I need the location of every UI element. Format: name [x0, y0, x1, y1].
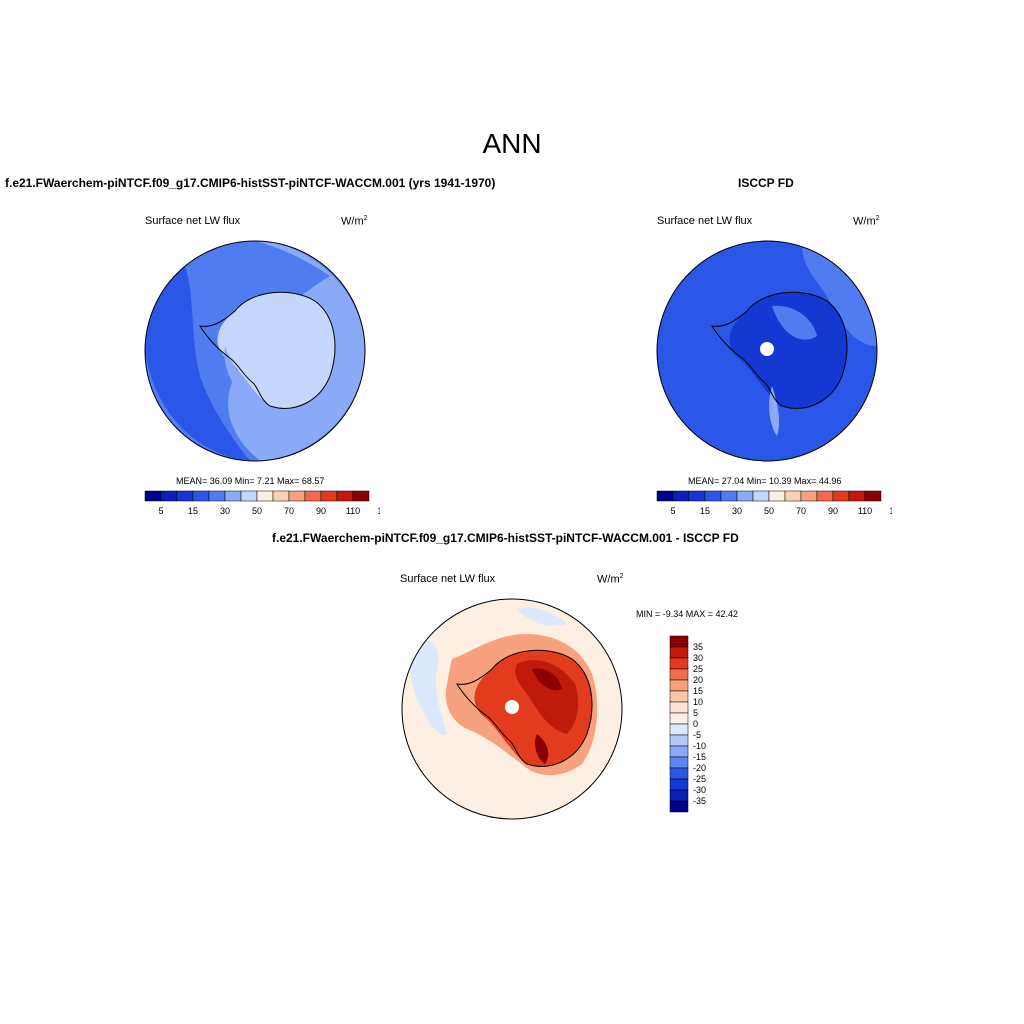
panel1-units: W/m2 [341, 215, 368, 228]
panel3-colorbar-swatch [669, 745, 689, 758]
panel2-colorbar-swatch [688, 490, 706, 502]
panel2-colorbar-swatch [656, 490, 674, 502]
panel2-colorbar-swatch [864, 490, 882, 502]
panel2-colorbar-swatch [832, 490, 850, 502]
panel3-colorbar-swatch [669, 756, 689, 769]
panel3-stats: MIN = -9.34 MAX = 42.42 [636, 609, 739, 619]
panel1-colorbar-swatch [192, 490, 210, 502]
panel3-colorbar-label: -15 [693, 752, 706, 762]
panel1-colorbar-label: 5 [158, 506, 163, 516]
panel1-colorbar-swatch [272, 490, 290, 502]
panel3-colorbar-swatch [669, 701, 689, 714]
panel2-colorbar-swatch [736, 490, 754, 502]
panel2-colorbar-swatch [768, 490, 786, 502]
panel1-colorbar-swatch [256, 490, 274, 502]
panel3-colorbar-label: 35 [693, 642, 703, 652]
panel3-colorbar-label: 15 [693, 686, 703, 696]
panel3-colorbar-swatch [669, 712, 689, 725]
panel1-colorbar-swatch [224, 490, 242, 502]
panel1-colorbar: 5 15 30 50 70 90 110 130 [144, 490, 380, 516]
panel3-colorbar-label: 30 [693, 653, 703, 663]
panel3-colorbar-swatch [669, 723, 689, 736]
panel3-colorbar-label: -10 [693, 741, 706, 751]
panel2-colorbar: 5 15 30 50 70 90 110 130 [656, 490, 892, 516]
panel1-colorbar-label: 90 [316, 506, 326, 516]
panel3-colorbar-swatch [669, 778, 689, 791]
panel2-colorbar-label: 30 [732, 506, 742, 516]
panel3-colorbar-label: -30 [693, 785, 706, 795]
panel2-colorbar-swatch [704, 490, 722, 502]
panel3-colorbar-label: 20 [693, 675, 703, 685]
panel2-colorbar-label: 90 [828, 506, 838, 516]
panel1-colorbar-label: 50 [252, 506, 262, 516]
panel2-colorbar-swatch [784, 490, 802, 502]
panel3-polar-map [401, 598, 623, 820]
panel3-colorbar-label: 25 [693, 664, 703, 674]
panel1-colorbar-swatch [144, 490, 162, 502]
main-title: ANN [482, 128, 542, 159]
panel3-colorbar-swatch [669, 767, 689, 780]
panel2-colorbar-label: 15 [700, 506, 710, 516]
panel1-colorbar-swatch [288, 490, 306, 502]
panel2-colorbar-swatch [848, 490, 866, 502]
panel2-colorbar-swatch [752, 490, 770, 502]
panel3-colorbar-label: 5 [693, 708, 698, 718]
panel3-colorbar-swatch [669, 668, 689, 681]
panel2-stats: MEAN= 27.04 Min= 10.39 Max= 44.96 [688, 476, 842, 486]
panel3-colorbar-label: -25 [693, 774, 706, 784]
panel2-colorbar-swatch [800, 490, 818, 502]
panel3-colorbar-swatch [669, 734, 689, 747]
panel1-colorbar-swatch [176, 490, 194, 502]
panel3-colorbar-label: -20 [693, 763, 706, 773]
panel3-colorbar-swatch [669, 657, 689, 670]
panel2-units: W/m2 [853, 215, 880, 228]
panel1-colorbar-swatch [208, 490, 226, 502]
panel3-colorbar-label: 10 [693, 697, 703, 707]
panel2-colorbar-label: 70 [796, 506, 806, 516]
panel2-polar-map [656, 240, 878, 462]
panel1-colorbar-label: 30 [220, 506, 230, 516]
panel1-colorbar-swatch [160, 490, 178, 502]
panel1-colorbar-label: 70 [284, 506, 294, 516]
panel1-stats: MEAN= 36.09 Min= 7.21 Max= 68.57 [176, 476, 325, 486]
panel1-variable: Surface net LW flux [145, 215, 241, 227]
panel3-colorbar-swatch [669, 635, 689, 648]
panel2-colorbar-label: 5 [670, 506, 675, 516]
panel1-colorbar-swatch [304, 490, 322, 502]
panel3-units: W/m2 [597, 573, 624, 586]
panel1-colorbar-swatch [320, 490, 338, 502]
panel1-colorbar-label: 110 [346, 506, 360, 516]
panel3-colorbar-label: -35 [693, 796, 706, 806]
panel1-colorbar-swatch [240, 490, 258, 502]
panel1-title: f.e21.FWaerchem-piNTCF.f09_g17.CMIP6-his… [5, 176, 496, 190]
panel3-colorbar-label: -5 [693, 730, 701, 740]
panel2-title: ISCCP FD [738, 176, 794, 190]
panel3-colorbar-swatch [669, 800, 689, 813]
panel2-variable: Surface net LW flux [657, 215, 753, 227]
panel3-variable: Surface net LW flux [400, 573, 496, 585]
panel3-colorbar-swatch [669, 646, 689, 659]
panel3-colorbar-swatch [669, 690, 689, 703]
panel2-colorbar-label: 110 [858, 506, 872, 516]
panel2-colorbar-label: 50 [764, 506, 774, 516]
panel3-title: f.e21.FWaerchem-piNTCF.f09_g17.CMIP6-his… [272, 531, 739, 545]
panel3-colorbar-label: 0 [693, 719, 698, 729]
panel1-polar-map [144, 240, 366, 462]
panel2-colorbar-swatch [720, 490, 738, 502]
panel1-colorbar-label: 15 [188, 506, 198, 516]
panel3-colorbar-swatch [669, 679, 689, 692]
panel2-colorbar-swatch [672, 490, 690, 502]
panel1-colorbar-swatch [352, 490, 370, 502]
panel1-colorbar-swatch [336, 490, 354, 502]
panel2-colorbar-label: 130 [889, 506, 892, 516]
panel2-colorbar-swatch [816, 490, 834, 502]
panel3-colorbar-swatch [669, 789, 689, 802]
panel1-colorbar-label: 130 [377, 506, 380, 516]
